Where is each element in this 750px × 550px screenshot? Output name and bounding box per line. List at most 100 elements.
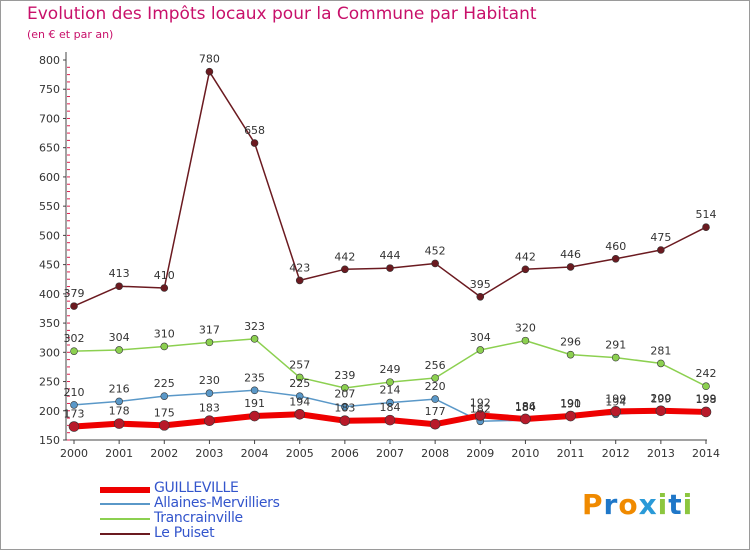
- data-point: [295, 276, 304, 285]
- data-point: [295, 392, 304, 400]
- data-label: 235: [244, 371, 265, 384]
- y-tick-label: 600: [39, 171, 60, 184]
- data-label: 291: [605, 339, 626, 352]
- data-label: 310: [154, 327, 175, 340]
- data-label: 191: [560, 397, 581, 410]
- data-label: 296: [560, 336, 581, 349]
- x-tick-label: 2014: [692, 447, 720, 460]
- logo-letter: x: [638, 488, 658, 521]
- data-point: [250, 139, 259, 147]
- data-point: [341, 402, 349, 411]
- data-label: 207: [334, 388, 355, 401]
- data-point: [386, 398, 394, 407]
- x-tick-label: 2004: [241, 447, 269, 460]
- data-label: 442: [334, 250, 355, 263]
- data-point: [657, 359, 665, 368]
- data-point: [158, 420, 170, 431]
- x-tick-label: 2005: [286, 447, 314, 460]
- data-point: [115, 346, 123, 354]
- data-label: 257: [289, 358, 310, 371]
- x-tick-label: 2013: [647, 447, 675, 460]
- data-label: 214: [380, 384, 401, 397]
- legend-swatch: [100, 518, 150, 520]
- data-point: [113, 418, 125, 429]
- data-point: [295, 373, 304, 382]
- data-label: 175: [154, 406, 175, 419]
- data-label: 249: [380, 363, 401, 376]
- legend-swatch: [100, 487, 150, 493]
- x-tick-label: 2000: [60, 447, 88, 460]
- data-label: 413: [109, 267, 130, 280]
- data-point: [339, 415, 351, 427]
- data-label: 220: [425, 380, 446, 393]
- data-point: [431, 259, 439, 268]
- data-label: 446: [560, 248, 581, 261]
- data-label: 190: [560, 398, 581, 411]
- data-label: 323: [244, 320, 265, 333]
- data-label: 198: [696, 393, 717, 406]
- data-label: 216: [109, 382, 130, 395]
- y-tick-label: 450: [39, 259, 60, 272]
- data-point: [341, 384, 349, 392]
- y-tick-label: 550: [39, 200, 60, 213]
- data-label: 239: [334, 369, 355, 382]
- data-point: [205, 67, 214, 76]
- y-tick-label: 250: [39, 376, 60, 389]
- data-label: 199: [605, 392, 626, 405]
- legend-swatch: [100, 533, 150, 535]
- logo-letter: r: [603, 488, 619, 521]
- legend-label: Allaines-Mervilliers: [154, 495, 280, 511]
- data-point: [611, 254, 620, 263]
- data-point: [611, 353, 620, 362]
- data-point: [160, 342, 169, 351]
- data-point: [429, 418, 441, 430]
- data-point: [476, 292, 485, 301]
- data-label: 460: [605, 240, 626, 253]
- data-label: 186: [515, 400, 536, 413]
- data-label: 658: [244, 124, 265, 137]
- data-point: [115, 397, 123, 406]
- y-tick-label: 800: [39, 54, 60, 67]
- data-label: 191: [244, 397, 265, 410]
- x-tick-label: 2011: [557, 447, 585, 460]
- y-tick-label: 700: [39, 112, 60, 125]
- data-point: [566, 263, 575, 271]
- legend-label: Le Puiset: [154, 525, 215, 541]
- data-label: 395: [470, 278, 491, 291]
- data-label: 200: [650, 392, 671, 405]
- logo-letter: P: [582, 488, 604, 521]
- data-point: [431, 374, 439, 382]
- data-label: 182: [470, 402, 491, 415]
- proxiti-logo: Proxiti: [582, 488, 693, 521]
- data-point: [160, 284, 169, 292]
- data-point: [250, 335, 259, 343]
- data-point: [68, 421, 80, 432]
- legend-label: Trancrainville: [154, 510, 243, 526]
- data-point: [250, 386, 259, 395]
- data-label: 183: [199, 402, 220, 415]
- data-point: [294, 408, 306, 420]
- data-label: 410: [154, 269, 175, 282]
- y-tick-label: 750: [39, 83, 60, 96]
- x-tick-label: 2006: [331, 447, 359, 460]
- data-label: 304: [470, 331, 491, 344]
- data-point: [115, 282, 123, 291]
- data-label: 320: [515, 322, 536, 335]
- logo-letter: t: [668, 488, 683, 521]
- x-tick-label: 2007: [376, 447, 404, 460]
- data-point: [384, 414, 396, 426]
- x-tick-label: 2010: [511, 447, 539, 460]
- data-label: 225: [154, 377, 175, 390]
- data-label: 302: [64, 332, 85, 345]
- data-label: 199: [650, 392, 671, 405]
- data-label: 281: [650, 344, 671, 357]
- data-label: 442: [515, 250, 536, 263]
- data-label: 194: [289, 395, 310, 408]
- data-point: [655, 405, 667, 417]
- data-label: 379: [64, 287, 85, 300]
- data-label: 423: [289, 261, 310, 274]
- data-point: [657, 246, 665, 254]
- data-point: [386, 378, 394, 386]
